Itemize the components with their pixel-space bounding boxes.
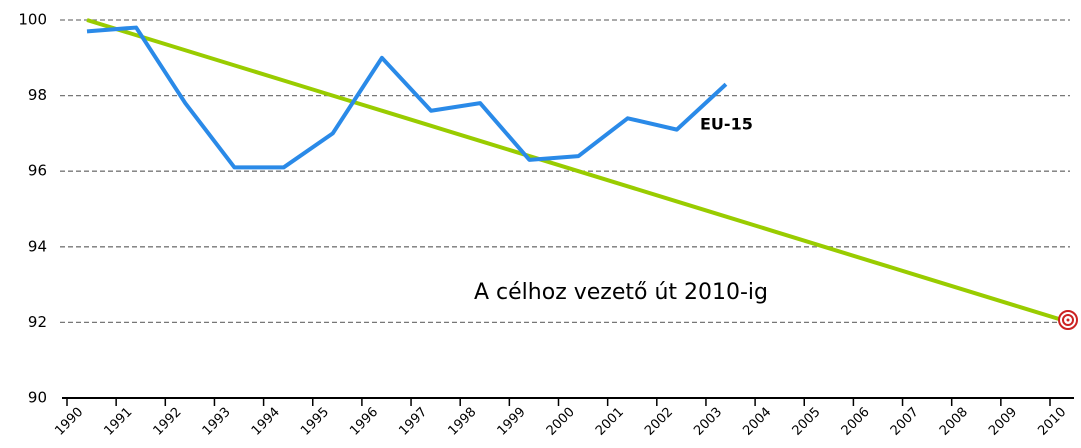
target-ring [1062, 314, 1074, 326]
x-tick-label: 1997 [396, 405, 430, 439]
x-tick-label: 2009 [986, 405, 1020, 439]
x-tick-label: 2005 [790, 405, 824, 439]
x-tick-label: 2004 [740, 405, 774, 439]
x-tick-label: 2001 [593, 405, 627, 439]
y-tick-label: 98 [28, 86, 47, 104]
x-tick-label: 2010 [1035, 405, 1069, 439]
series-line [86, 18, 1071, 325]
series-line [86, 25, 728, 170]
y-tick-label: 96 [28, 162, 47, 180]
y-tick-label: 94 [28, 237, 47, 255]
series-label: EU-15 [700, 115, 753, 134]
x-tick-label: 2007 [888, 405, 922, 439]
x-tick-label: 1998 [445, 405, 479, 439]
x-tick-label: 1990 [52, 405, 86, 439]
x-tick-label: 1994 [249, 405, 283, 439]
x-tick-label: 1992 [151, 405, 185, 439]
series-annotation: A célhoz vezető út 2010-ig [474, 280, 768, 305]
x-tick-label: 2006 [839, 405, 873, 439]
x-tick-label: 1991 [101, 405, 135, 439]
y-tick-label: 92 [28, 313, 47, 331]
x-tick-label: 1993 [200, 405, 234, 439]
x-tick-label: 1996 [347, 405, 381, 439]
y-tick-label: 90 [28, 389, 47, 407]
x-tick-label: 2003 [691, 405, 725, 439]
x-tick-label: 1999 [495, 405, 529, 439]
target-center [1066, 318, 1070, 322]
target-icon [1058, 310, 1078, 330]
x-tick-label: 2008 [937, 405, 971, 439]
x-tick-label: 2002 [642, 405, 676, 439]
y-tick-label: 100 [18, 11, 47, 29]
x-tick-label: 1995 [298, 405, 332, 439]
x-tick-label: 2000 [544, 405, 578, 439]
